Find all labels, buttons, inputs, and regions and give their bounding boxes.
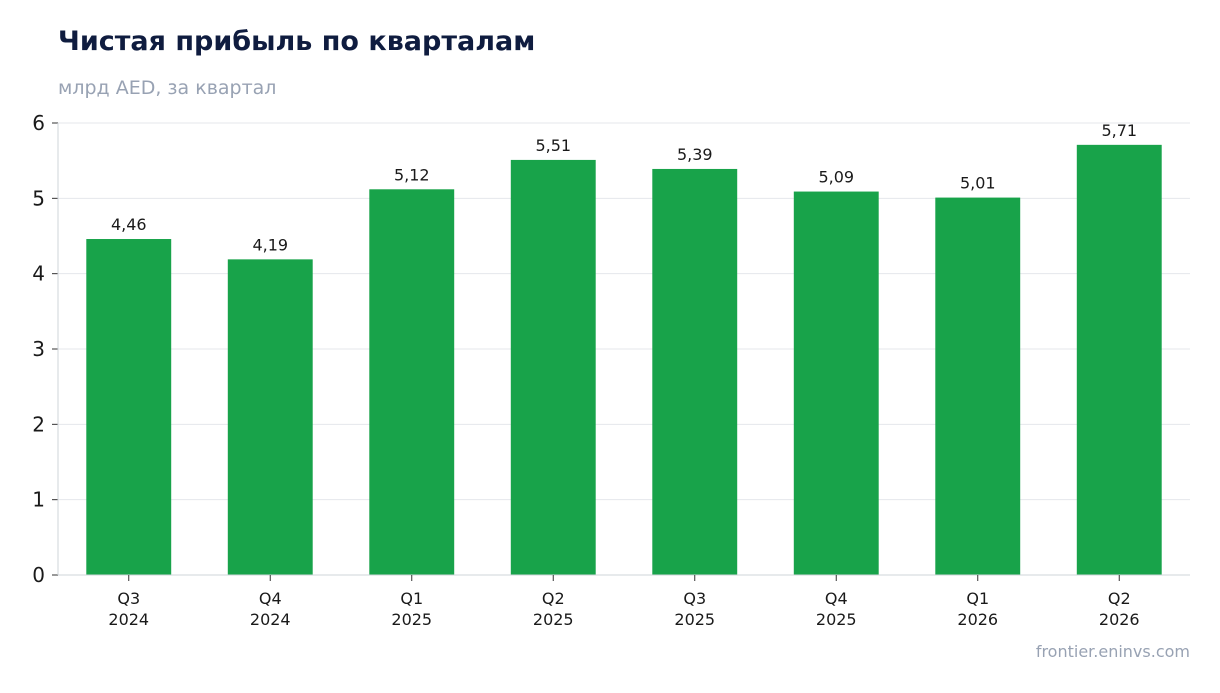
bar	[1076, 144, 1162, 575]
data-label: 5,01	[960, 174, 996, 193]
x-tick-label-quarter: Q4	[259, 589, 282, 608]
data-labels: 4,46 4,19 5,12 5,51 5,39 5,09 5,01 5,71	[111, 121, 1137, 255]
y-tick-label: 2	[32, 412, 45, 436]
y-tick-label: 5	[32, 186, 45, 210]
y-tick-label: 3	[32, 337, 45, 361]
bar	[86, 239, 172, 575]
bar	[652, 168, 738, 575]
x-tick-label-year: 2026	[1099, 610, 1140, 629]
y-tick-label: 0	[32, 563, 45, 587]
x-tick-label-year: 2025	[391, 610, 432, 629]
x-tick-label-year: 2025	[816, 610, 857, 629]
bar	[935, 197, 1021, 575]
x-tick-label-year: 2024	[250, 610, 291, 629]
x-tick-label-quarter: Q1	[400, 589, 423, 608]
x-tick-label-quarter: Q2	[542, 589, 565, 608]
bar	[793, 191, 879, 575]
data-label: 4,19	[252, 235, 288, 254]
x-tick-label-year: 2025	[674, 610, 715, 629]
x-tick-label-quarter: Q4	[825, 589, 848, 608]
data-label: 4,46	[111, 215, 147, 234]
data-label: 5,71	[1101, 121, 1137, 140]
x-tick-label-quarter: Q3	[117, 589, 140, 608]
bar	[510, 159, 596, 575]
x-tick-label-quarter: Q3	[683, 589, 706, 608]
source-credit: frontier.eninvs.com	[1035, 642, 1190, 661]
bar	[369, 189, 455, 575]
x-tick-label-year: 2024	[108, 610, 149, 629]
bars	[86, 144, 1162, 575]
data-label: 5,39	[677, 145, 713, 164]
x-tick-label-quarter: Q1	[966, 589, 989, 608]
axes: 0 1 2 3 4 5 6 Q3 2024 Q4 2024 Q1 2025 Q2 2025 Q3 2025 Q4 2…	[32, 111, 1190, 629]
chart-title: Чистая прибыль по кварталам	[58, 26, 536, 57]
y-tick-label: 6	[32, 111, 45, 135]
data-label: 5,51	[535, 136, 571, 155]
x-tick-label-year: 2026	[957, 610, 998, 629]
y-tick-label: 4	[32, 262, 45, 286]
x-tick-label-year: 2025	[533, 610, 574, 629]
chart-subtitle: млрд AED, за квартал	[58, 77, 277, 99]
data-label: 5,12	[394, 165, 430, 184]
bar	[227, 259, 313, 575]
data-label: 5,09	[818, 168, 854, 187]
x-tick-label-quarter: Q2	[1108, 589, 1131, 608]
y-tick-label: 1	[32, 488, 45, 512]
